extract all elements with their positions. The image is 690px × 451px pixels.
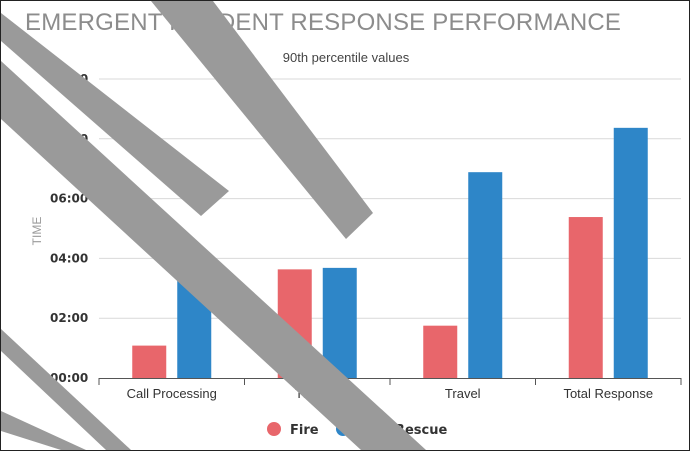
legend-swatch [336, 422, 350, 436]
y-tick-label: 04:00 [50, 251, 88, 265]
bar-fire [423, 325, 458, 378]
y-tick-label: 00:00 [50, 371, 88, 385]
category-label: Turnout [295, 386, 340, 401]
x-axis [98, 378, 682, 385]
bars [132, 127, 648, 378]
bar-ems-rescue [322, 267, 357, 378]
category-label: Total Response [563, 386, 653, 401]
category-label: Travel [445, 386, 481, 401]
y-axis-label: TIME [30, 217, 44, 246]
bar-fire [132, 345, 167, 378]
bar-ems-rescue [177, 278, 212, 378]
y-tick-label: 08:00 [50, 132, 88, 146]
bar-ems-rescue [468, 172, 503, 378]
legend: Fire EMS/Rescue [267, 422, 447, 438]
bar-fire [568, 217, 603, 378]
legend-label: EMS/Rescue [359, 423, 447, 438]
y-axis-ticks: 00:00 02:00 04:00 06:00 08:00 10:00 [50, 72, 88, 385]
y-tick-label: 02:00 [50, 311, 88, 325]
category-labels: Call Processing Turnout Travel Total Respon… [127, 386, 653, 401]
legend-label: Fire [290, 423, 319, 438]
bar-fire [277, 269, 312, 378]
y-tick-label: 06:00 [50, 192, 88, 206]
y-tick-label: 10:00 [50, 72, 88, 86]
category-label: Call Processing [127, 386, 217, 401]
legend-swatch [267, 422, 281, 436]
bar-ems-rescue [613, 127, 648, 378]
